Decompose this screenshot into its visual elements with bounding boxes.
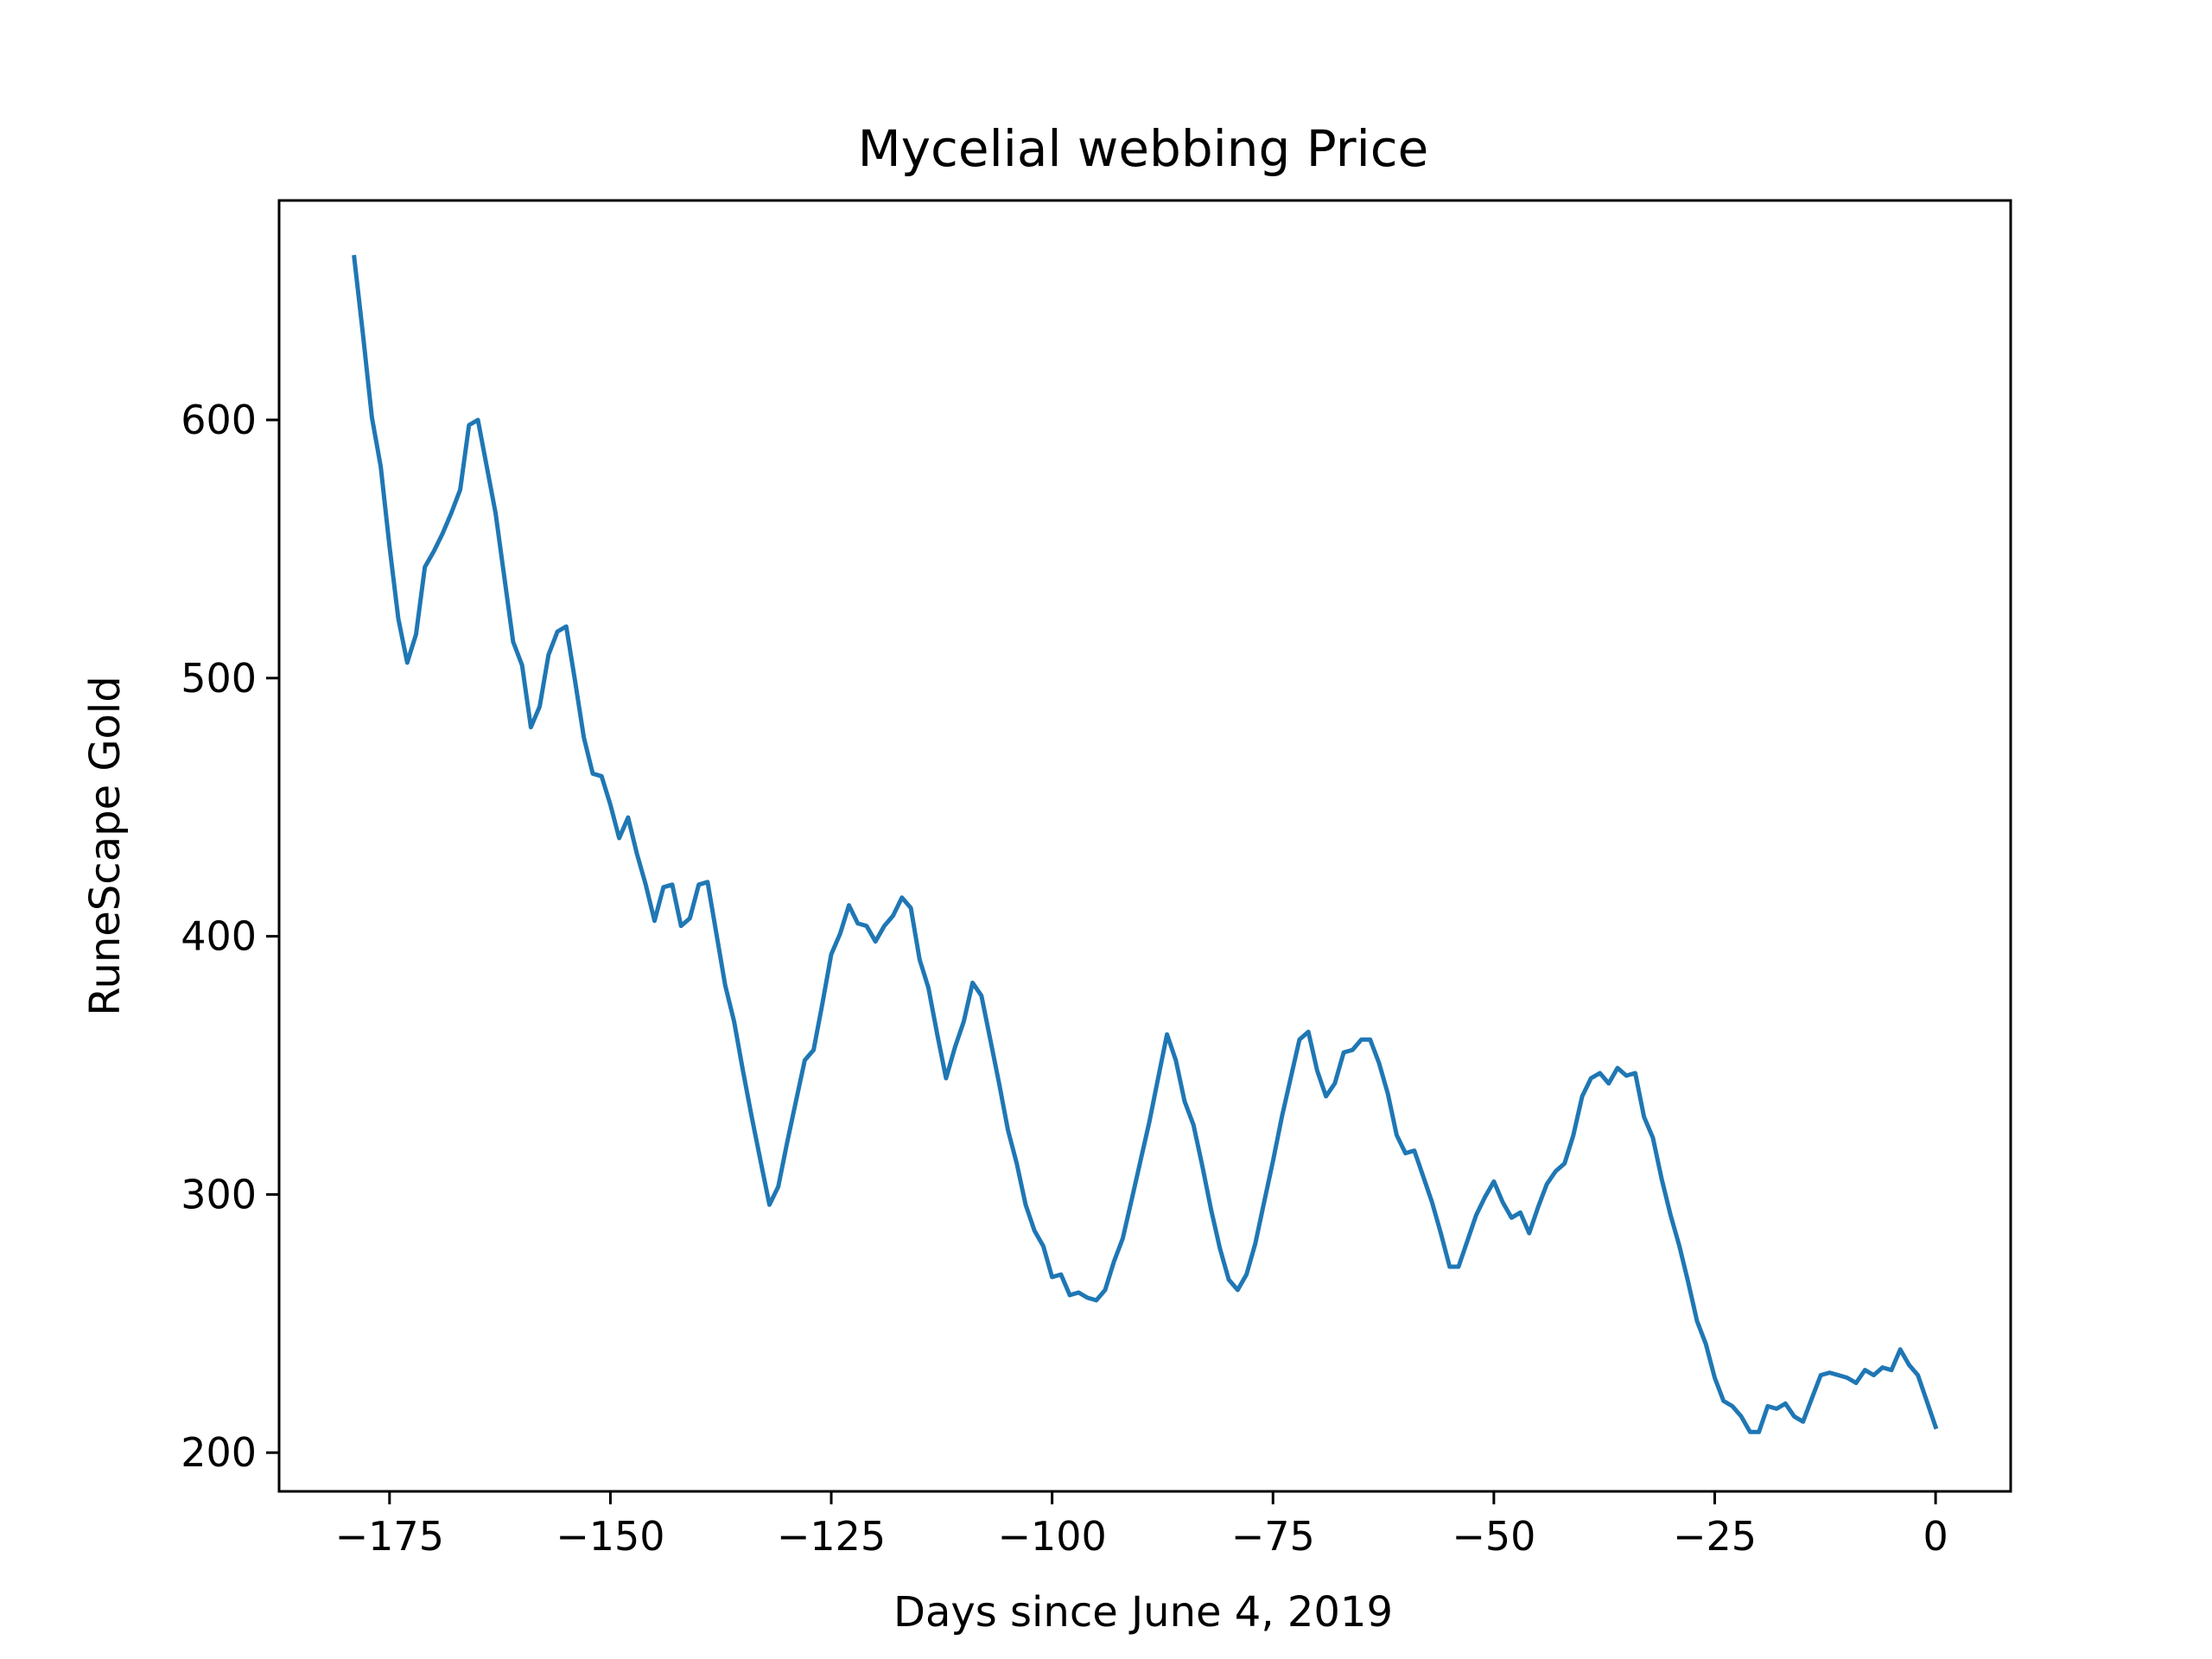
x-tick-label: −75 [1231,1513,1315,1560]
x-tick-label: −125 [777,1513,886,1560]
y-tick-label: 500 [181,655,257,702]
y-tick-label: 600 [181,397,257,443]
y-axis: 200 300 400 500 600 [181,397,279,1476]
x-tick-label: −150 [556,1513,664,1560]
y-tick-label: 400 [181,913,257,960]
y-tick-label: 200 [181,1429,257,1476]
plot-frame [277,199,2012,1493]
chart-title: Mycelial webbing Price [858,119,1429,178]
y-tick-label: 300 [181,1171,257,1217]
plot-area [352,254,1939,1434]
x-tick-label: −100 [997,1513,1106,1560]
x-tick-label: −175 [335,1513,444,1560]
x-tick-label: 0 [1923,1513,1948,1560]
x-tick-label: −25 [1673,1513,1757,1560]
price-series-line [352,254,1939,1434]
x-tick-label: −50 [1452,1513,1535,1560]
x-axis-label: Days since June 4, 2019 [893,1588,1393,1637]
y-axis-label: RuneScape Gold [81,676,130,1015]
x-axis: −175 −150 −125 −100 −75 −50 −25 0 [335,1491,1948,1560]
